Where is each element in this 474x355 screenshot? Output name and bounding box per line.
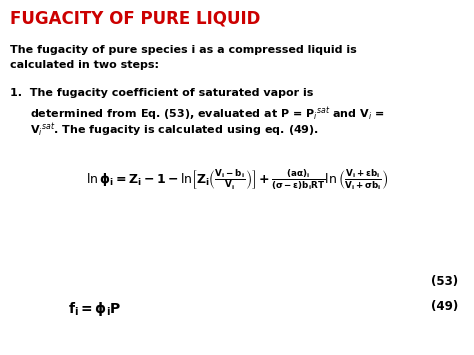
Text: The fugacity of pure species i as a compressed liquid is: The fugacity of pure species i as a comp… bbox=[10, 45, 357, 55]
Text: FUGACITY OF PURE LIQUID: FUGACITY OF PURE LIQUID bbox=[10, 10, 260, 28]
Text: determined from Eq. (53), evaluated at P = P$_i$$^{sat}$ and V$_i$ =: determined from Eq. (53), evaluated at P… bbox=[30, 105, 385, 122]
Text: (49): (49) bbox=[431, 300, 458, 313]
Text: $\mathbf{\ln\phi_i = Z_i - 1 - \ln\!\left[ Z_i \left( \frac{V_i - b_i}{V_i} \rig: $\mathbf{\ln\phi_i = Z_i - 1 - \ln\!\lef… bbox=[86, 168, 388, 192]
Text: calculated in two steps:: calculated in two steps: bbox=[10, 60, 159, 70]
Text: 1.  The fugacity coefficient of saturated vapor is: 1. The fugacity coefficient of saturated… bbox=[10, 88, 313, 98]
Text: V$_i$$^{sat}$. The fugacity is calculated using eq. (49).: V$_i$$^{sat}$. The fugacity is calculate… bbox=[30, 121, 319, 138]
Text: $\mathbf{f_i = \phi_i P}$: $\mathbf{f_i = \phi_i P}$ bbox=[68, 300, 122, 318]
Text: (53): (53) bbox=[431, 275, 458, 288]
